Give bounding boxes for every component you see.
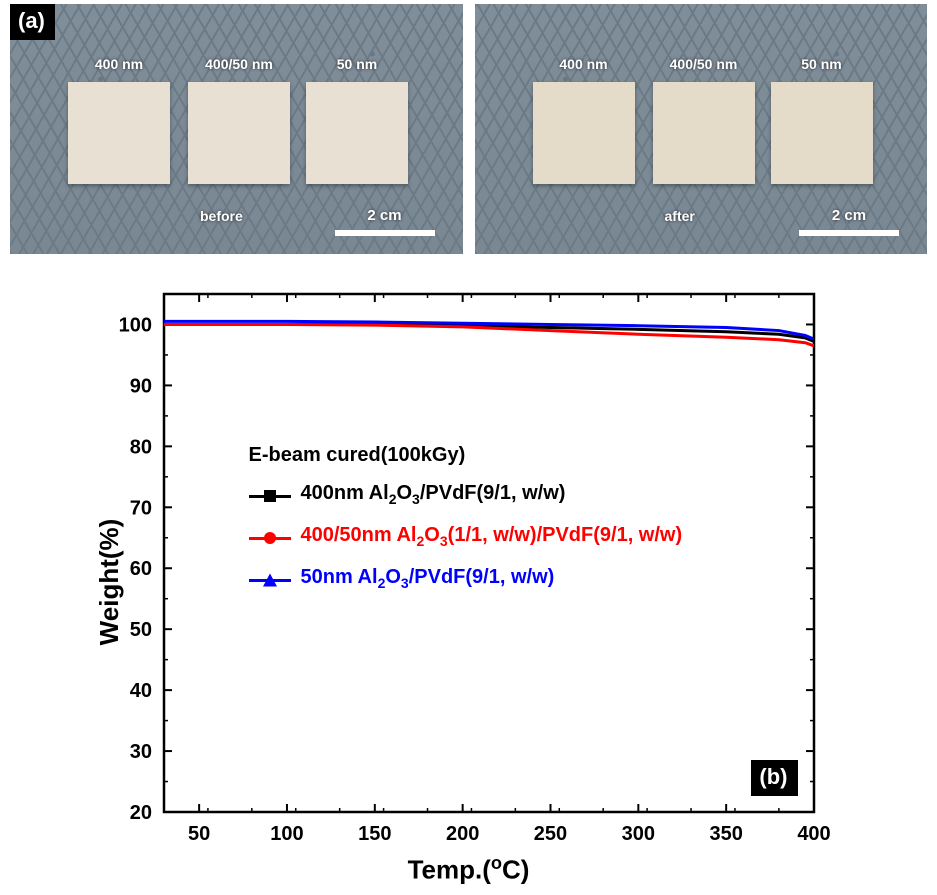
scalebar (335, 230, 435, 236)
legend-line-1 (249, 537, 291, 540)
x-axis-title: Temp.(oC) (408, 853, 530, 886)
sample-swatch-1 (533, 82, 635, 184)
svg-text:250: 250 (533, 823, 566, 845)
legend-title: E-beam cured(100kGy) (249, 437, 683, 473)
svg-text:90: 90 (129, 375, 151, 397)
swatch-label-1: 400 nm (533, 56, 635, 72)
svg-text:150: 150 (358, 823, 391, 845)
swatch-label-1: 400 nm (68, 56, 170, 72)
svg-text:60: 60 (129, 558, 151, 580)
chart-legend: E-beam cured(100kGy) 400nm Al2O3/PVdF(9/… (249, 437, 683, 601)
circle-marker-icon (264, 532, 276, 544)
legend-label-0: 400nm Al2O3/PVdF(9/1, w/w) (301, 475, 566, 517)
legend-row-2: 50nm Al2O3/PVdF(9/1, w/w) (249, 559, 683, 601)
triangle-marker-icon (263, 574, 277, 587)
scalebar-label: 2 cm (335, 207, 435, 224)
caption-before: before (200, 208, 243, 224)
swatch-label-2: 400/50 nm (188, 56, 290, 72)
swatch-label-2: 400/50 nm (653, 56, 755, 72)
svg-text:40: 40 (129, 680, 151, 702)
sample-swatch-2 (653, 82, 755, 184)
svg-text:400: 400 (797, 823, 830, 845)
scalebar-label: 2 cm (799, 207, 899, 224)
svg-text:70: 70 (129, 497, 151, 519)
panel-label-b: (b) (751, 760, 797, 796)
sample-swatch-2 (188, 82, 290, 184)
sample-swatch-3 (306, 82, 408, 184)
square-marker-icon (264, 490, 276, 502)
photo-after: 400 nm 400/50 nm 50 nm after 2 cm (475, 4, 928, 254)
legend-label-1: 400/50nm Al2O3(1/1, w/w)/PVdF(9/1, w/w) (301, 517, 683, 559)
svg-text:100: 100 (118, 314, 151, 336)
svg-text:350: 350 (709, 823, 742, 845)
caption-after: after (665, 208, 695, 224)
svg-text:80: 80 (129, 436, 151, 458)
svg-text:50: 50 (129, 619, 151, 641)
sample-swatch-3 (771, 82, 873, 184)
svg-text:30: 30 (129, 741, 151, 763)
photo-before: (a) 400 nm 400/50 nm 50 nm before 2 cm (10, 4, 463, 254)
legend-row-1: 400/50nm Al2O3(1/1, w/w)/PVdF(9/1, w/w) (249, 517, 683, 559)
swatch-label-3: 50 nm (771, 56, 873, 72)
swatch-label-3: 50 nm (306, 56, 408, 72)
sample-swatch-1 (68, 82, 170, 184)
scalebar (799, 230, 899, 236)
svg-text:100: 100 (270, 823, 303, 845)
y-axis-title: Weight(%) (93, 519, 124, 646)
svg-text:200: 200 (445, 823, 478, 845)
legend-line-2 (249, 579, 291, 582)
legend-row-0: 400nm Al2O3/PVdF(9/1, w/w) (249, 475, 683, 517)
panel-a: (a) 400 nm 400/50 nm 50 nm before 2 cm 4… (0, 0, 937, 254)
svg-text:50: 50 (188, 823, 210, 845)
legend-label-2: 50nm Al2O3/PVdF(9/1, w/w) (301, 559, 555, 601)
svg-text:300: 300 (621, 823, 654, 845)
chart-panel-b: 50 100 150 200 250 300 350 400 20 30 40 50 60 70 80 90 1… (54, 282, 884, 882)
panel-label-a: (a) (10, 4, 55, 40)
svg-text:20: 20 (129, 802, 151, 824)
legend-line-0 (249, 495, 291, 498)
